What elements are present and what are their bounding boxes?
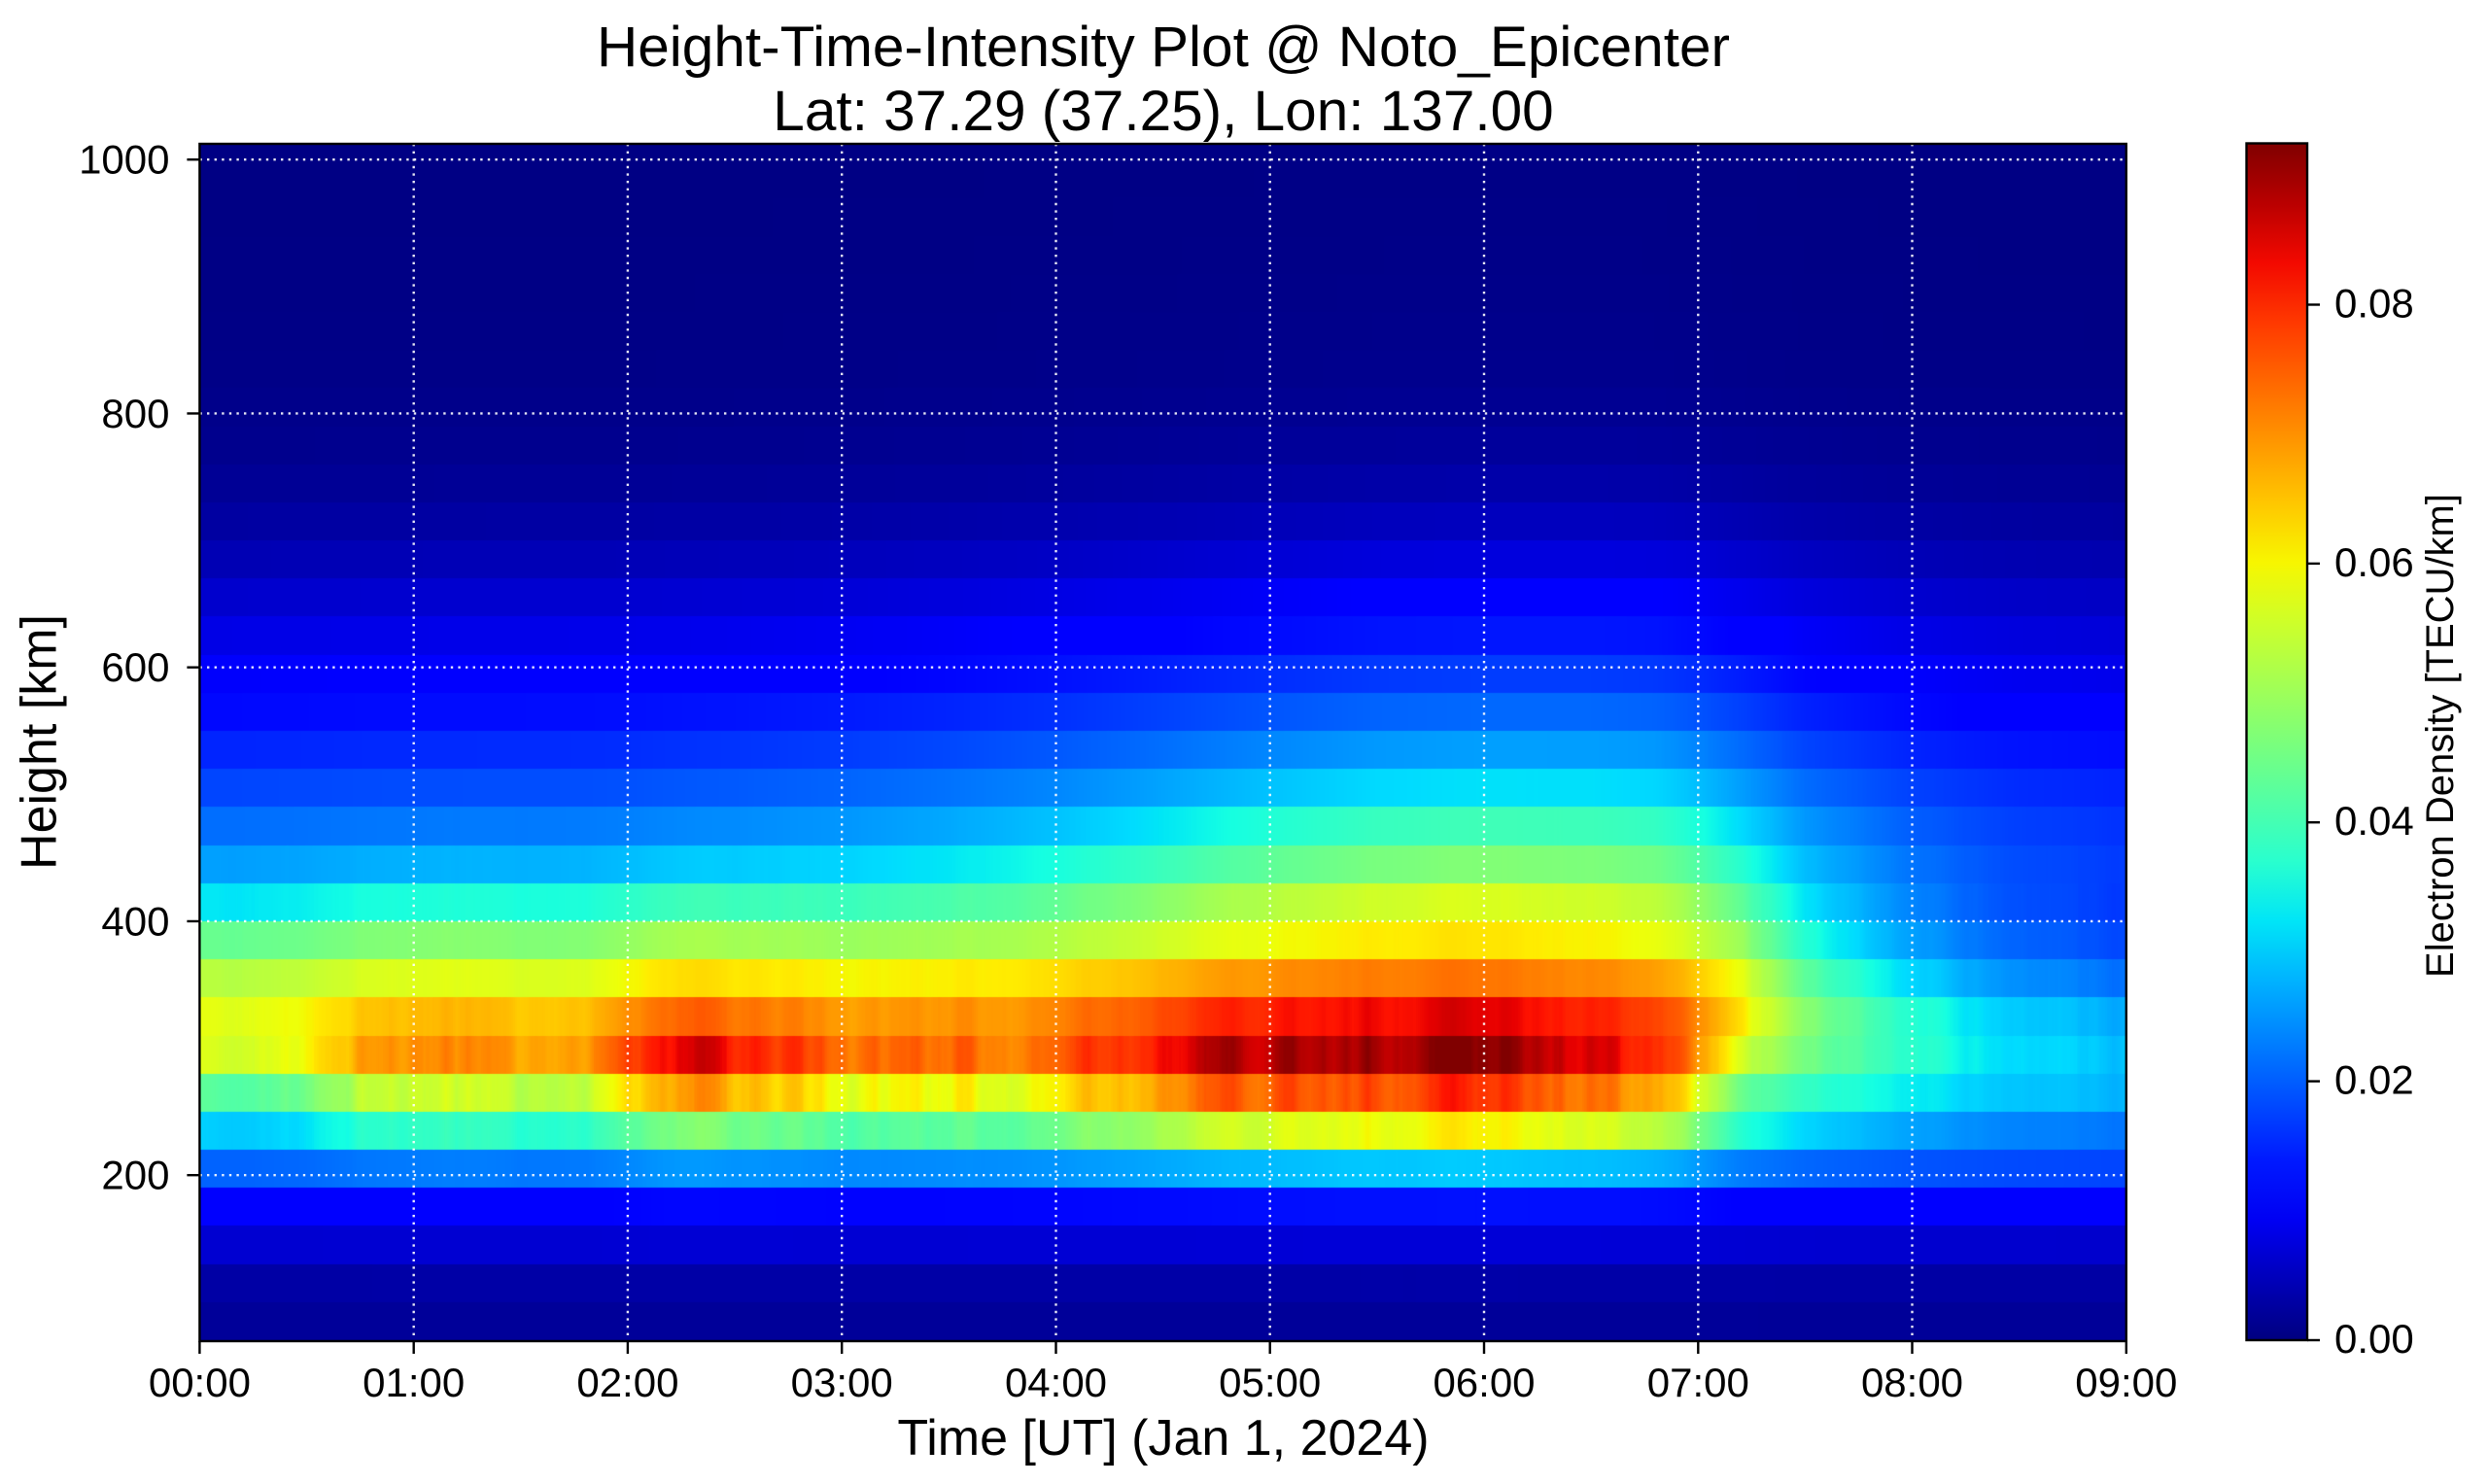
svg-text:Height-Time-Intensity Plot @ N: Height-Time-Intensity Plot @ Noto_Epicen… bbox=[597, 16, 1730, 79]
svg-text:01:00: 01:00 bbox=[363, 1360, 465, 1405]
svg-text:Height [km]: Height [km] bbox=[12, 614, 68, 870]
svg-text:200: 200 bbox=[101, 1153, 169, 1198]
svg-text:0.02: 0.02 bbox=[2334, 1057, 2414, 1103]
svg-text:400: 400 bbox=[101, 899, 169, 945]
svg-text:600: 600 bbox=[101, 644, 169, 690]
svg-text:03:00: 03:00 bbox=[791, 1360, 893, 1405]
svg-text:09:00: 09:00 bbox=[2075, 1360, 2177, 1405]
svg-text:Time [UT] (Jan 1, 2024): Time [UT] (Jan 1, 2024) bbox=[897, 1410, 1429, 1467]
svg-text:04:00: 04:00 bbox=[1005, 1360, 1107, 1405]
svg-text:0.04: 0.04 bbox=[2334, 798, 2414, 844]
svg-text:800: 800 bbox=[101, 391, 169, 436]
svg-text:0.00: 0.00 bbox=[2334, 1316, 2414, 1362]
svg-text:00:00: 00:00 bbox=[149, 1360, 251, 1405]
svg-text:Electron Density [TECU/km]: Electron Density [TECU/km] bbox=[2419, 494, 2462, 978]
svg-text:0.06: 0.06 bbox=[2334, 539, 2414, 585]
svg-text:02:00: 02:00 bbox=[576, 1360, 678, 1405]
svg-text:08:00: 08:00 bbox=[1861, 1360, 1963, 1405]
svg-text:07:00: 07:00 bbox=[1647, 1360, 1749, 1405]
svg-text:0.08: 0.08 bbox=[2334, 281, 2414, 327]
svg-text:1000: 1000 bbox=[79, 137, 169, 183]
svg-text:Lat: 37.29 (37.25), Lon: 137.0: Lat: 37.29 (37.25), Lon: 137.00 bbox=[773, 80, 1553, 143]
svg-text:06:00: 06:00 bbox=[1433, 1360, 1535, 1405]
svg-text:05:00: 05:00 bbox=[1219, 1360, 1321, 1405]
